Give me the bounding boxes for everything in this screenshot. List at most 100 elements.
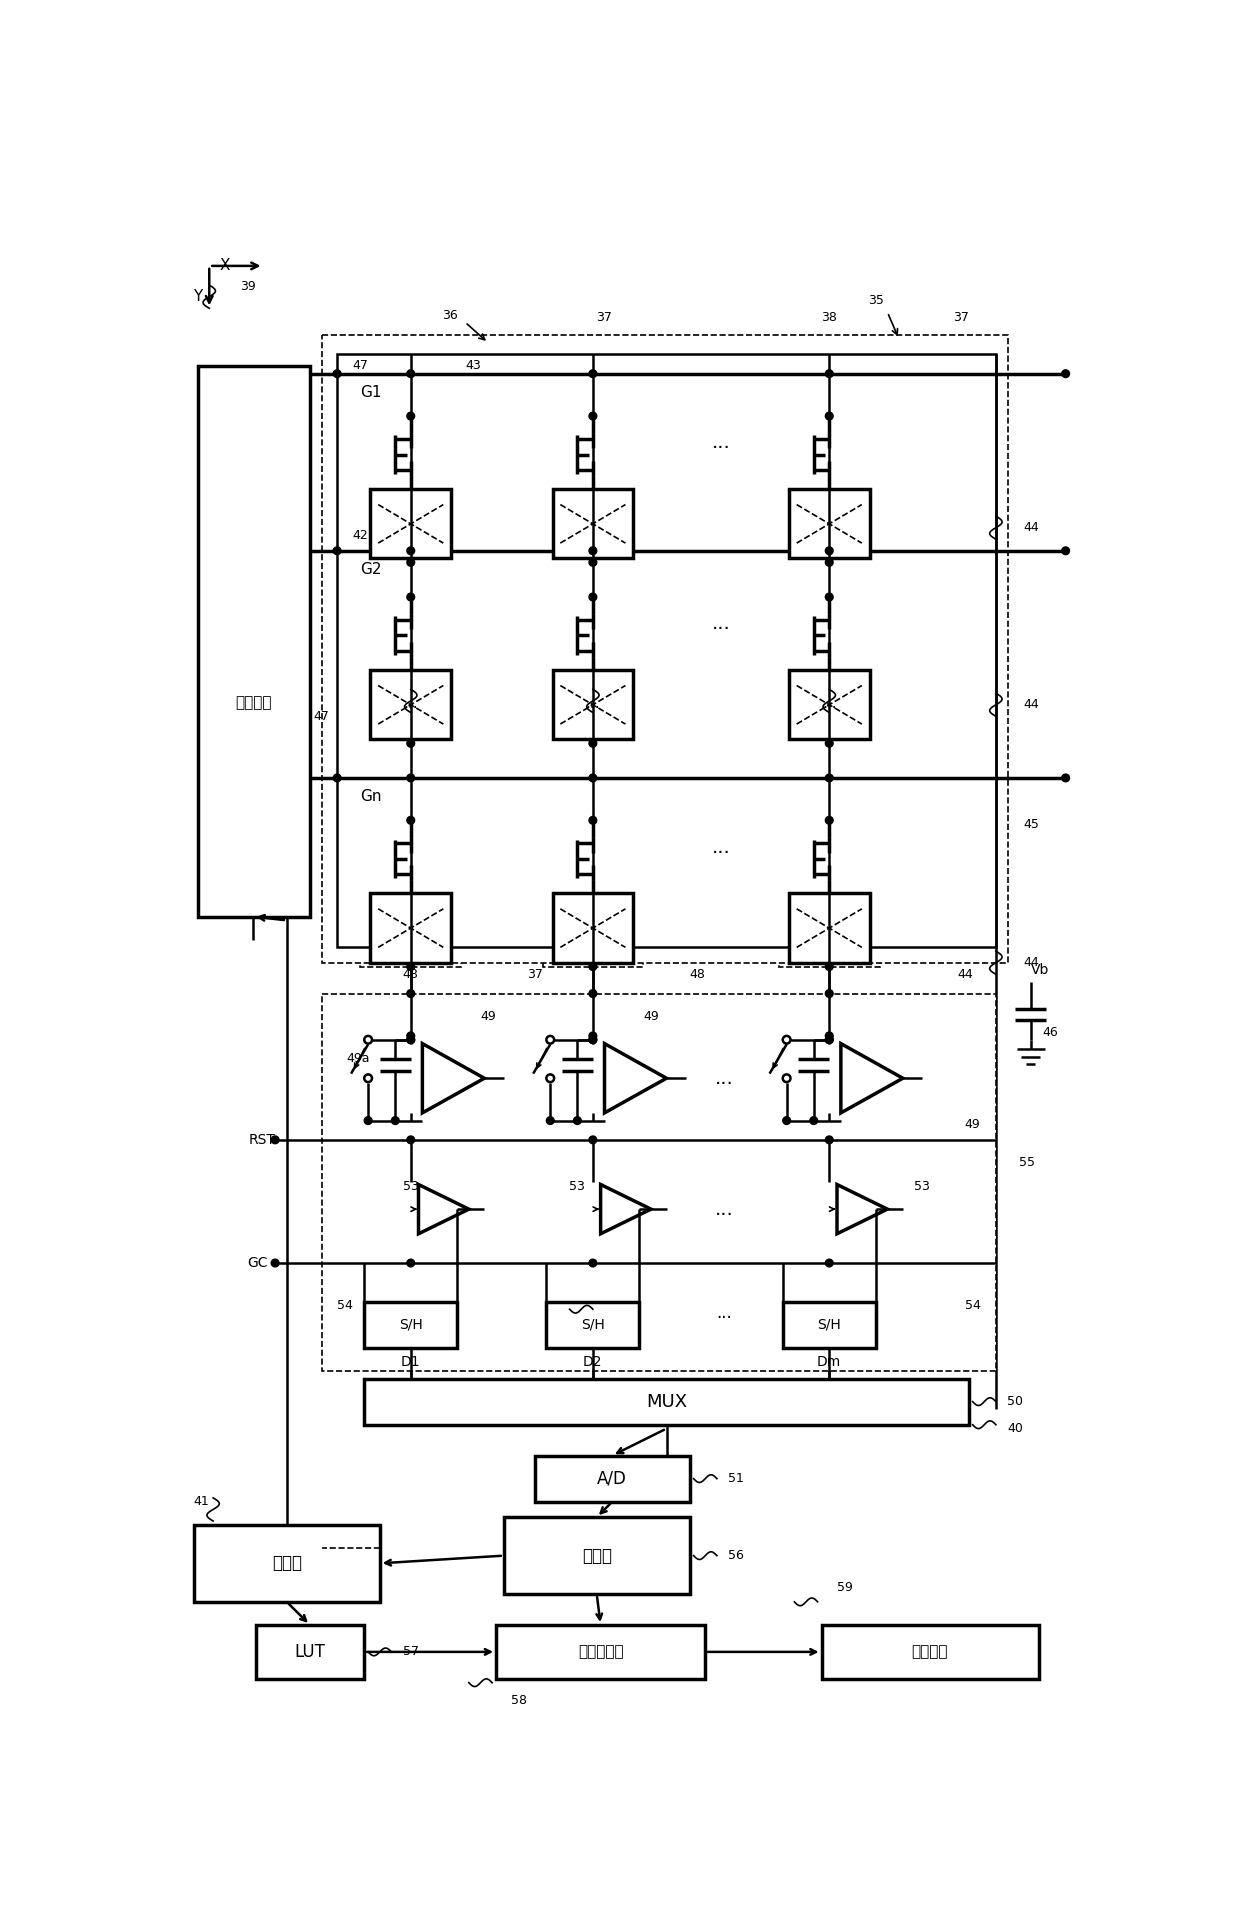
Bar [779,597,879,744]
Bar [543,597,644,744]
Bar [365,1378,968,1424]
Circle shape [810,1118,817,1125]
Text: 54: 54 [965,1299,981,1312]
Circle shape [589,1037,596,1044]
Bar [789,894,869,964]
Text: 50: 50 [1007,1395,1023,1409]
Circle shape [407,964,414,971]
Text: 53: 53 [569,1179,585,1193]
Bar [534,1455,689,1501]
Bar [779,821,879,967]
Circle shape [589,817,596,825]
Bar [365,1301,458,1347]
Bar [779,416,879,563]
Circle shape [407,1033,414,1041]
Circle shape [547,1037,554,1044]
Bar [553,671,634,740]
Circle shape [1061,775,1069,782]
Circle shape [826,990,833,998]
Circle shape [826,1037,833,1044]
Circle shape [1061,370,1069,378]
Text: 45: 45 [1023,817,1039,831]
Text: ...: ... [717,1305,733,1322]
Circle shape [589,1258,596,1266]
Text: D2: D2 [583,1355,603,1368]
Circle shape [1061,547,1069,555]
Circle shape [826,1037,833,1044]
Text: G1: G1 [361,385,382,401]
Circle shape [826,740,833,748]
Text: 37: 37 [596,310,613,324]
Circle shape [782,1037,791,1044]
Bar [361,821,461,967]
Text: RST: RST [248,1133,275,1147]
Bar [789,489,869,559]
Circle shape [407,740,414,748]
Text: ...: ... [712,615,730,634]
Circle shape [334,547,341,555]
Text: 54: 54 [337,1299,353,1312]
Circle shape [589,412,596,420]
Text: ···: ··· [403,701,418,717]
Circle shape [826,964,833,971]
Text: 36: 36 [441,310,458,322]
Text: 图像校正器: 图像校正器 [578,1644,624,1659]
Text: 53: 53 [403,1179,419,1193]
Bar [255,1624,365,1678]
Circle shape [407,547,414,555]
Circle shape [589,964,596,971]
Bar [821,1624,1039,1678]
Circle shape [407,370,414,378]
Circle shape [826,775,833,782]
Text: 44: 44 [957,967,972,981]
Circle shape [826,817,833,825]
Circle shape [407,559,414,567]
Text: 41: 41 [193,1495,210,1509]
Circle shape [826,1033,833,1041]
Circle shape [272,1258,279,1266]
Text: ...: ... [712,838,730,858]
Text: 48: 48 [689,967,706,981]
Bar [321,335,1007,964]
Text: 37: 37 [954,310,968,324]
Bar [553,894,634,964]
Circle shape [547,1075,554,1083]
Text: 44: 44 [1023,698,1039,711]
Circle shape [826,1258,833,1266]
Bar [782,1301,875,1347]
Circle shape [547,1118,554,1125]
Circle shape [826,1137,833,1145]
Text: 37: 37 [527,967,543,981]
Circle shape [826,594,833,601]
Bar [337,355,996,948]
Text: S/H: S/H [817,1318,841,1332]
Text: D1: D1 [401,1355,420,1368]
Circle shape [826,559,833,567]
Text: 通信装置: 通信装置 [911,1644,949,1659]
Text: 56: 56 [728,1549,744,1563]
Circle shape [589,1033,596,1041]
Circle shape [826,547,833,555]
Text: 47: 47 [314,709,330,723]
Circle shape [589,740,596,748]
Text: 43: 43 [465,360,481,372]
Bar [543,416,644,563]
Circle shape [589,775,596,782]
Text: 58: 58 [511,1694,527,1707]
Circle shape [782,1118,791,1125]
Bar [361,597,461,744]
Bar [553,489,634,559]
Text: 42: 42 [352,528,368,541]
Text: 47: 47 [352,360,368,372]
Text: 49: 49 [480,1010,496,1023]
Text: A/D: A/D [598,1470,627,1488]
Text: ...: ... [712,434,730,453]
Bar [371,671,451,740]
Text: 55: 55 [1019,1156,1035,1170]
Text: ···: ··· [822,701,837,717]
Text: 59: 59 [837,1582,853,1594]
Text: 44: 44 [1023,956,1039,969]
Text: 57: 57 [403,1646,419,1659]
Bar [496,1624,706,1678]
Text: MUX: MUX [646,1393,687,1411]
